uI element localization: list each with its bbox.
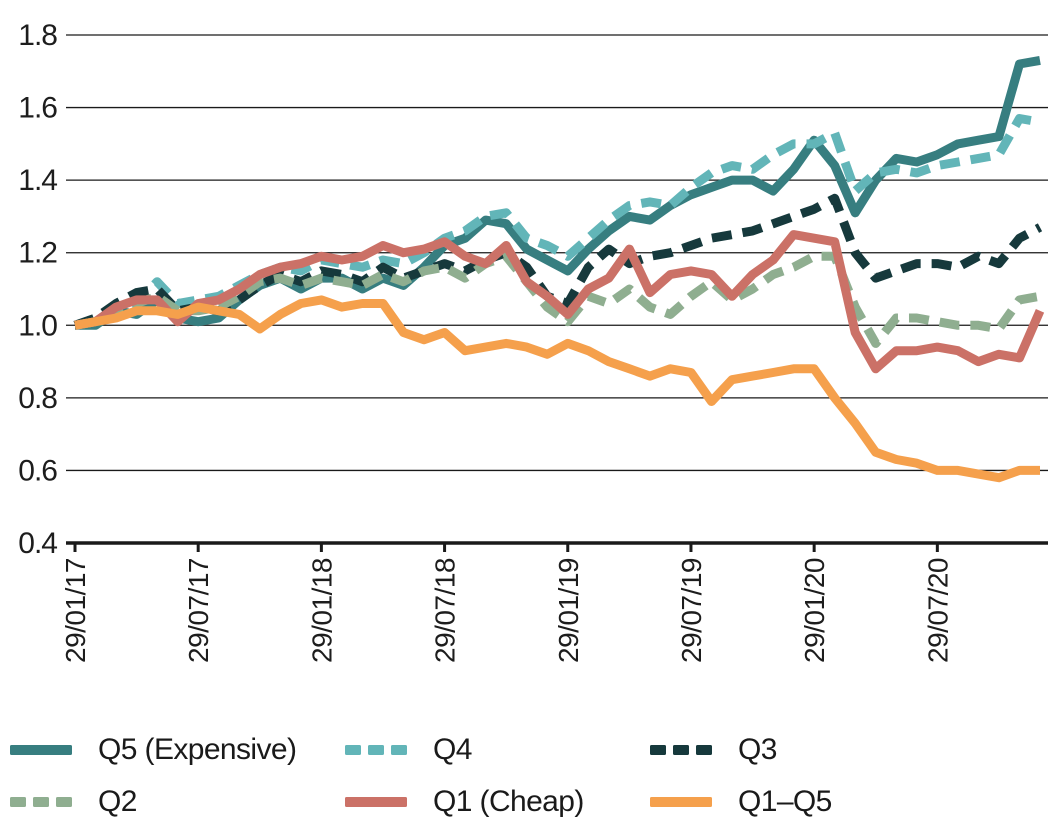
y-tick-label: 0.4 bbox=[18, 527, 57, 560]
x-tick-label: 29/01/19 bbox=[553, 558, 584, 663]
legend-swatch-segment bbox=[56, 797, 72, 807]
legend-label-q2: Q2 bbox=[98, 785, 137, 818]
legend-swatch-segment bbox=[10, 745, 72, 755]
legend-swatch-q3 bbox=[650, 745, 712, 755]
legend-swatch-segment bbox=[650, 797, 712, 807]
series-line-q1-cheap bbox=[74, 230, 1045, 374]
series-line-q3 bbox=[73, 193, 1043, 330]
y-tick-label: 1.4 bbox=[18, 164, 57, 197]
legend-swatch-segment bbox=[345, 745, 361, 755]
chart-legend: Q5 (Expensive) Q4 Q3 Q2 Q1 (Cheap) Q1–Q5 bbox=[0, 729, 1055, 823]
x-tick-label: 29/07/18 bbox=[430, 558, 461, 663]
legend-item-q2: Q2 bbox=[10, 781, 345, 823]
y-tick-label: 1.6 bbox=[18, 92, 57, 125]
series-line-q2 bbox=[74, 251, 1041, 348]
x-tick-label: 29/01/18 bbox=[306, 558, 337, 663]
legend-item-q1-cheap: Q1 (Cheap) bbox=[345, 781, 650, 823]
x-tick-label: 29/01/17 bbox=[60, 558, 91, 663]
legend-swatch-segment bbox=[368, 745, 384, 755]
legend-swatch-q4 bbox=[345, 745, 407, 755]
chart-plot-area: 1.8 1.6 1.4 1.2 1.0 0.8 0.6 0.429/01/17 29/07/17… bbox=[18, 19, 1048, 663]
legend-swatch-segment bbox=[696, 745, 712, 755]
legend-swatch-q1-q5 bbox=[650, 797, 712, 807]
legend-swatch-q1-cheap bbox=[345, 797, 407, 807]
legend-label-q1-cheap: Q1 (Cheap) bbox=[433, 785, 584, 818]
x-tick-label: 29/07/19 bbox=[676, 558, 707, 663]
x-tick-label: 29/07/20 bbox=[922, 558, 953, 663]
series-line-q1-q5 bbox=[74, 295, 1040, 483]
x-tick-label: 29/01/20 bbox=[799, 558, 830, 663]
y-tick-label: 0.6 bbox=[18, 454, 57, 487]
legend-label-q3: Q3 bbox=[738, 733, 777, 766]
legend-item-q3: Q3 bbox=[650, 729, 1055, 771]
legend-item-q1-q5: Q1–Q5 bbox=[650, 781, 1055, 823]
y-tick-label: 1.2 bbox=[18, 237, 57, 270]
legend-swatch-segment bbox=[10, 797, 26, 807]
legend-label-q5-expensive: Q5 (Expensive) bbox=[98, 733, 297, 766]
series-line-q5-expensive bbox=[75, 55, 1041, 330]
legend-swatch-segment bbox=[33, 797, 49, 807]
y-tick-label: 1.8 bbox=[18, 19, 57, 52]
legend-swatch-q5-expensive bbox=[10, 745, 72, 755]
legend-label-q4: Q4 bbox=[433, 733, 472, 766]
legend-swatch-segment bbox=[391, 745, 407, 755]
legend-swatch-segment bbox=[673, 745, 689, 755]
y-tick-label: 1.0 bbox=[18, 309, 57, 342]
y-tick-label: 0.8 bbox=[18, 382, 57, 415]
x-tick-label: 29/07/17 bbox=[183, 558, 214, 663]
legend-item-q5-expensive: Q5 (Expensive) bbox=[10, 729, 345, 771]
legend-label-q1-q5: Q1–Q5 bbox=[738, 785, 832, 818]
legend-swatch-q2 bbox=[10, 797, 72, 807]
legend-item-q4: Q4 bbox=[345, 729, 650, 771]
legend-swatch-segment bbox=[345, 797, 407, 807]
legend-swatch-segment bbox=[650, 745, 666, 755]
